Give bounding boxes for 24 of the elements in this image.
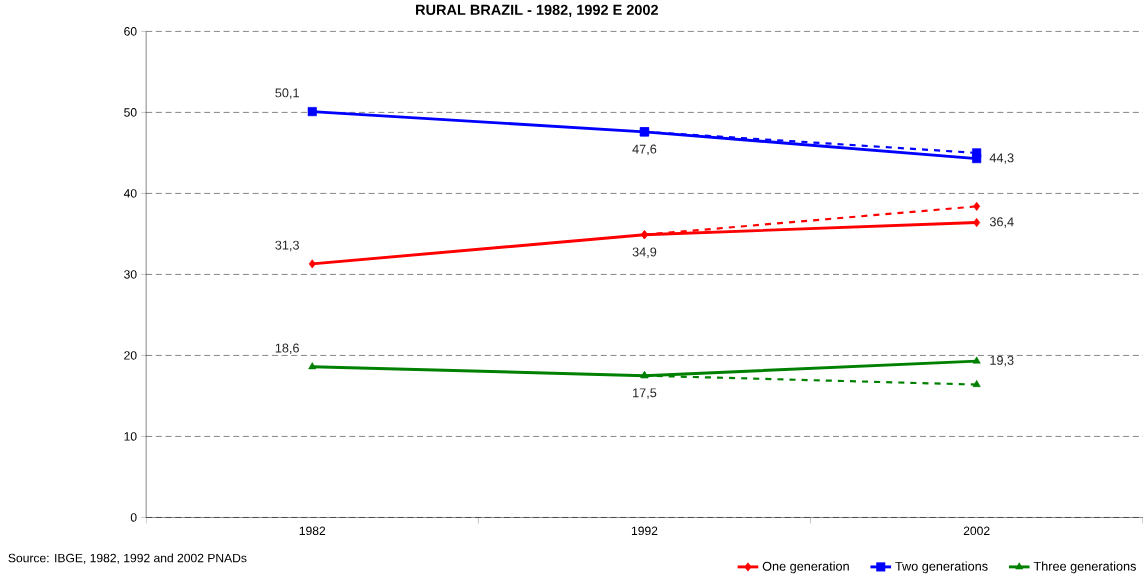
y-tick-label: 60 [124, 26, 137, 36]
data-label: 50,1 [275, 88, 299, 99]
data-label: 44,3 [989, 153, 1014, 164]
data-label: 36,4 [989, 217, 1014, 228]
y-tick-label: 10 [124, 432, 137, 441]
x-tick-label: 2002 [963, 526, 990, 535]
legend-label: Two generations [895, 561, 988, 574]
data-label: 17,5 [633, 388, 657, 399]
legend-label: Three generations [1033, 561, 1136, 574]
y-tick-label: 50 [124, 108, 137, 117]
y-tick-label: 20 [124, 351, 137, 360]
y-tick-label: 30 [124, 270, 137, 279]
data-label: 34,9 [632, 247, 657, 258]
y-tick-label: 40 [123, 189, 137, 198]
x-tick-label: 1992 [631, 526, 658, 535]
y-tick-label: 0 [130, 513, 137, 522]
x-tick-label: 1982 [299, 526, 326, 535]
data-label: 19,3 [990, 355, 1014, 367]
chart-title: RURAL BRAZIL - 1982, 1992 E 2002 [416, 4, 658, 17]
data-label: 31,3 [275, 240, 299, 252]
legend-label: One generation [762, 561, 849, 574]
data-label: 47,6 [632, 144, 657, 155]
source-note: Source: IBGE, 1982, 1992 and 2002 PNADs [8, 553, 247, 564]
data-label: 18,6 [275, 343, 299, 354]
